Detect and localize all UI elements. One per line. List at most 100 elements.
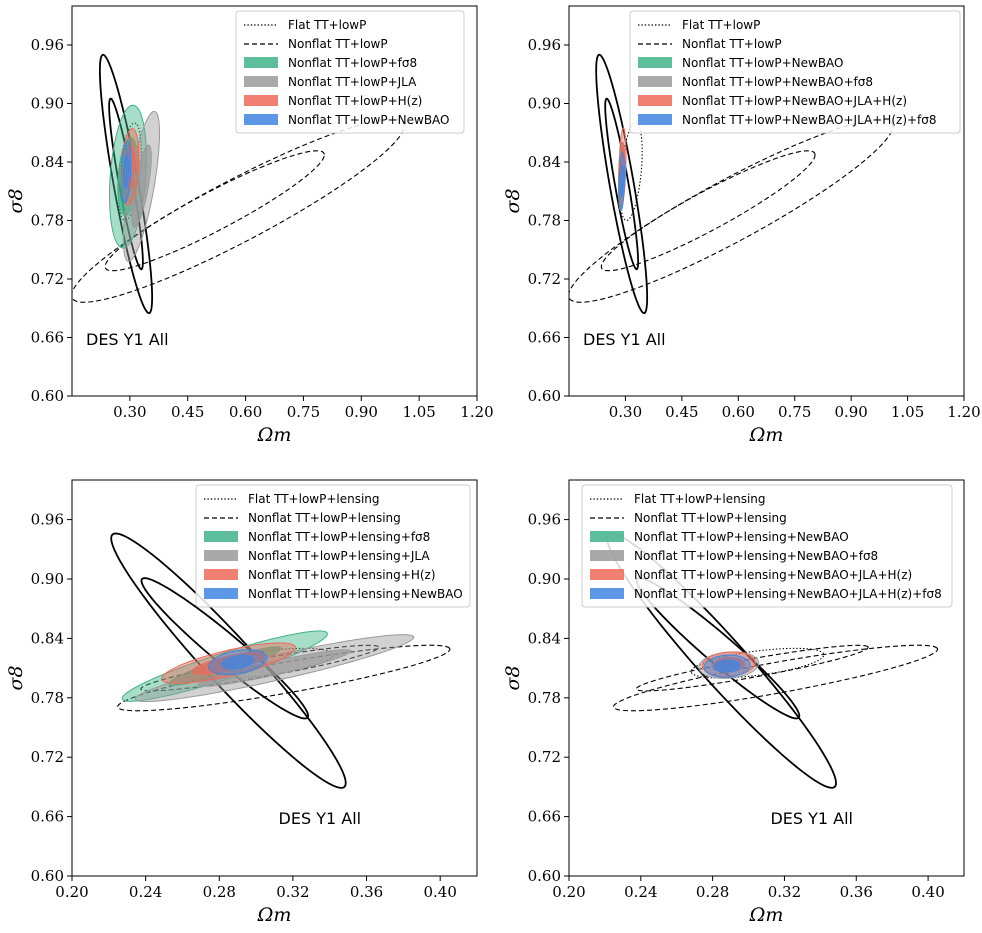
legend-label: Nonflat TT+lowP+lensing+NewBAO [248,587,463,601]
x-tick-label: 0.75 [287,403,320,421]
y-tick-label: 0.78 [31,689,64,707]
legend-swatch-red [244,95,278,106]
legend-swatch-red [638,95,672,106]
x-axis-label: Ωm [257,424,292,446]
plot-area [110,532,451,789]
legend-swatch-gray [204,550,238,561]
legend-label: Nonflat TT+lowP+NewBAO+JLA+H(z) [682,94,907,108]
legend: Flat TT+lowP+lensing Nonflat TT+lowP+lens… [581,484,953,608]
legend-label: Nonflat TT+lowP+lensing+fσ8 [248,530,430,544]
y-tick-label: 0.66 [31,329,64,347]
chart-panel-4: 0.20 0.24 0.28 0.32 0.36 0.40 0.60 0.66 0.72 0.78… [502,479,965,926]
axes-frame [71,479,478,877]
y-axis-label: σ8 [502,188,524,213]
plot-area [569,53,894,315]
x-tick-label: 0.45 [665,403,698,421]
contour-dashed-1 [72,118,405,303]
x-axis-label: Ωm [749,904,784,926]
legend-swatch-blue [590,588,624,599]
legend-swatch-gray [590,550,624,561]
legend-label: Nonflat TT+lowP+NewBAO+fσ8 [682,75,873,89]
legend-swatch-green [590,531,624,542]
legend-swatch-red [590,569,624,580]
y-tick-label: 0.72 [31,270,64,288]
des-annotation: DES Y1 All [770,809,853,828]
x-tick-label: 0.20 [55,883,88,901]
y-tick-label: 0.66 [528,329,561,347]
legend-label: Nonflat TT+lowP+NewBAO [288,113,450,127]
y-tick-label: 0.84 [31,629,64,647]
legend-swatch-blue [638,114,672,125]
legend-label: Nonflat TT+lowP+H(z) [288,94,422,108]
contour-blue-inner [713,659,741,673]
contour-gray-inner [131,144,152,229]
legend-label: Nonflat TT+lowP+lensing [634,511,787,525]
contour-blue-inner [122,154,130,190]
legend-label: Flat TT+lowP [682,18,760,32]
y-tick-label: 0.90 [528,95,561,113]
contour-dashed-1 [612,644,939,712]
legend-box [235,10,465,134]
y-tick-label: 0.96 [528,511,561,529]
legend: Flat TT+lowP Nonflat TT+lowP Nonflat TT+lo… [235,10,465,134]
contour-dashed-1 [569,118,894,303]
legend-label: Nonflat TT+lowP [682,37,782,51]
contour-dashed-1 [117,644,451,712]
x-tick-label: 0.32 [768,883,801,901]
y-tick-label: 0.60 [31,867,64,885]
legend-label: Nonflat TT+lowP+lensing+NewBAO+fσ8 [634,549,878,563]
legend-swatch-gray [244,76,278,87]
x-tick-label: 1.20 [947,403,980,421]
x-tick-label: 0.30 [609,403,642,421]
legend-label: Nonflat TT+lowP+lensing+NewBAO [634,530,849,544]
x-axis-label: Ωm [257,904,292,926]
axes-frame [71,5,478,397]
y-tick-label: 0.66 [528,808,561,826]
legend-label: Nonflat TT+lowP+NewBAO [682,56,844,70]
x-tick-label: 0.32 [276,883,309,901]
contour-des-outer [98,53,154,315]
chart-panel-2: 0.30 0.45 0.60 0.75 0.90 1.05 1.20 0.60 0.66 0.72… [502,5,981,446]
y-tick-label: 0.96 [528,36,561,54]
x-tick-label: 0.24 [129,883,162,901]
y-tick-label: 0.96 [31,36,64,54]
contour-dotted-3 [619,122,643,222]
contour-dashed-2 [140,644,380,692]
contour-blue-inner [221,654,255,670]
y-tick-label: 0.96 [31,511,64,529]
y-axis-label: σ8 [502,665,524,690]
x-tick-label: 0.36 [350,883,383,901]
contour-des-inner [108,97,144,271]
legend-swatch-blue [204,588,238,599]
y-tick-label: 0.84 [528,629,561,647]
x-tick-label: 0.28 [696,883,729,901]
x-tick-label: 0.40 [423,883,456,901]
chart-panel-1: 0.30 0.45 0.60 0.75 0.90 1.05 1.20 0.60 0.66 0.72… [5,5,494,446]
legend-label: Nonflat TT+lowP+lensing [248,511,401,525]
legend-box [195,484,471,608]
x-tick-label: 1.05 [402,403,435,421]
x-tick-label: 0.40 [911,883,944,901]
y-tick-label: 0.66 [31,808,64,826]
y-tick-label: 0.84 [528,153,561,171]
legend-label: Nonflat TT+lowP [288,37,388,51]
x-tick-label: 0.20 [552,883,585,901]
y-tick-label: 0.90 [528,570,561,588]
x-tick-label: 0.60 [722,403,755,421]
axes-frame [568,479,965,877]
y-tick-label: 0.90 [31,570,64,588]
legend-swatch-red [204,569,238,580]
y-tick-label: 0.78 [528,212,561,230]
legend-label: Nonflat TT+lowP+JLA [288,75,417,89]
y-tick-label: 0.78 [528,689,561,707]
des-annotation: DES Y1 All [583,330,666,349]
legend-label: Flat TT+lowP+lensing [248,492,380,506]
y-tick-label: 0.60 [31,387,64,405]
x-tick-label: 0.28 [203,883,236,901]
legend-swatch-green [204,531,238,542]
x-tick-label: 0.75 [778,403,811,421]
legend: Flat TT+lowP+lensing Nonflat TT+lowP+lens… [195,484,471,608]
legend: Flat TT+lowP Nonflat TT+lowP Nonflat TT+lo… [629,10,961,134]
contour-blue-inner [619,165,624,198]
legend-label: Nonflat TT+lowP+lensing+H(z) [248,568,436,582]
